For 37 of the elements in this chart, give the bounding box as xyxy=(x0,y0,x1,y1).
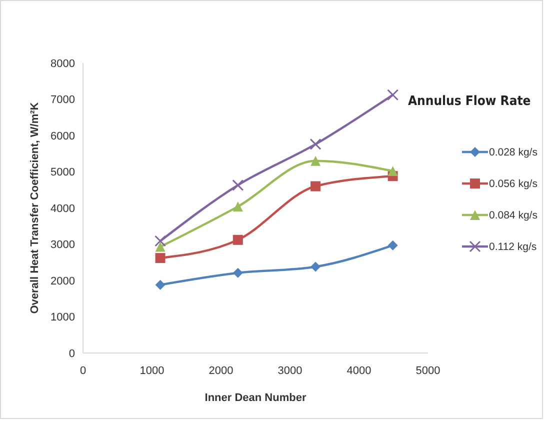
x-tick-label: 2000 xyxy=(208,365,234,377)
point xyxy=(387,89,399,101)
point xyxy=(232,179,244,191)
point xyxy=(155,253,166,264)
point xyxy=(232,234,243,245)
point xyxy=(310,138,322,150)
legend-title: Annulus Flow Rate xyxy=(408,94,531,109)
legend-label: 0.056 kg/s xyxy=(489,178,538,190)
x-tick-label: 0 xyxy=(80,365,86,377)
point xyxy=(388,166,398,176)
legend-label: 0.028 kg/s xyxy=(489,146,538,159)
x-axis-title: Inner Dean Number xyxy=(204,392,307,404)
point xyxy=(310,156,321,166)
point xyxy=(310,262,321,272)
y-tick-label: 1000 xyxy=(50,312,75,324)
y-tick-label: 4000 xyxy=(50,202,75,215)
point xyxy=(310,181,321,192)
x-tick-label: 1000 xyxy=(140,365,164,377)
point xyxy=(232,202,243,212)
y-tick-label: 0 xyxy=(68,348,75,360)
y-tick-label: 3000 xyxy=(50,239,75,252)
x-tick-label: 4000 xyxy=(346,365,372,377)
y-tick-label: 7000 xyxy=(50,94,75,106)
point xyxy=(154,235,166,247)
y-tick-label: 5000 xyxy=(50,166,75,179)
point xyxy=(155,242,166,252)
y-tick-label: 8000 xyxy=(50,58,75,70)
point xyxy=(388,240,398,250)
legend-label: 0.084 kg/s xyxy=(489,210,538,222)
y-tick-label: 6000 xyxy=(50,130,75,142)
x-tick-label: 3000 xyxy=(278,365,302,377)
legend-label: 0.112 kg/s xyxy=(489,241,537,254)
point xyxy=(155,280,166,290)
y-axis-title: Overall Heat Transfer Coefficient, W/m²K xyxy=(29,102,41,314)
y-tick-label: 2000 xyxy=(50,275,75,288)
point xyxy=(232,268,243,278)
x-tick-label: 5000 xyxy=(416,365,440,377)
